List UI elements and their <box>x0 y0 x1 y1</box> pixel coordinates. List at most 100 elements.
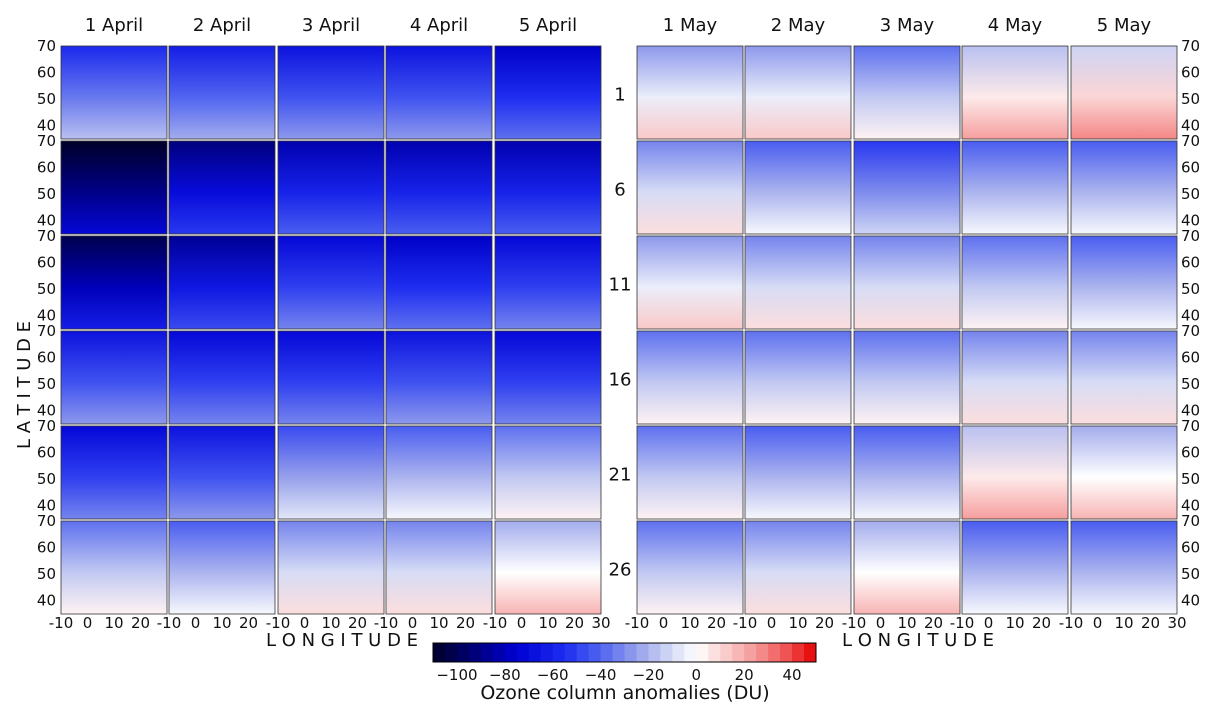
colorbar-segment <box>576 643 590 662</box>
panel-frame <box>853 45 961 140</box>
anomaly-panel <box>385 235 493 330</box>
colorbar-segment <box>756 643 769 662</box>
anomaly-panel <box>168 235 276 330</box>
longitude-tick: 20 <box>1032 614 1051 632</box>
panel-field <box>278 236 384 329</box>
panel-frame <box>636 425 744 520</box>
panel-frame <box>168 330 276 425</box>
panel-field <box>962 141 1068 234</box>
panel-frame <box>744 45 852 140</box>
anomaly-panel <box>60 520 168 615</box>
longitude-tick: 30 <box>1167 614 1186 632</box>
anomaly-panel <box>277 45 385 140</box>
longitude-tick: 10 <box>104 614 123 632</box>
latitude-tick: 70 <box>1181 417 1200 435</box>
panel-field <box>495 521 601 614</box>
latitude-tick: 50 <box>37 375 56 393</box>
panel-frame <box>961 425 1069 520</box>
anomaly-panel <box>1070 425 1178 520</box>
anomaly-panel <box>60 425 168 520</box>
panel-field <box>386 141 492 234</box>
latitude-tick: 70 <box>1181 37 1200 55</box>
panel-frame <box>277 425 385 520</box>
panel-frame <box>494 45 602 140</box>
panel-frame <box>961 235 1069 330</box>
anomaly-panel <box>385 330 493 425</box>
latitude-tick: 70 <box>37 37 56 55</box>
column-title: 4 May <box>988 15 1043 36</box>
anomaly-panel <box>744 425 852 520</box>
day-row-label: 16 <box>609 370 632 391</box>
panel-field <box>61 331 167 424</box>
colorbar-segment <box>588 643 602 662</box>
anomaly-panel <box>636 330 744 425</box>
colorbar-segment <box>564 643 578 662</box>
panel-field <box>169 236 275 329</box>
colorbar-segment <box>696 643 709 662</box>
latitude-tick: 40 <box>37 307 56 325</box>
panel-field <box>278 426 384 519</box>
column-title: 1 April <box>85 15 143 36</box>
colorbar-segment <box>792 643 805 662</box>
panel-frame <box>385 235 493 330</box>
anomaly-panel <box>636 140 744 235</box>
panel-frame <box>277 140 385 235</box>
panel-field <box>1071 46 1177 139</box>
panel-field <box>1071 331 1177 424</box>
anomaly-panel <box>277 330 385 425</box>
panel-field <box>854 236 960 329</box>
colorbar-tick: 0 <box>692 666 702 684</box>
colorbar-segment <box>768 643 781 662</box>
panel-field <box>745 236 851 329</box>
panel-frame <box>636 235 744 330</box>
panel-field <box>495 46 601 139</box>
panel-field <box>61 426 167 519</box>
latitude-tick: 60 <box>1181 159 1200 177</box>
longitude-tick: -10 <box>950 614 975 632</box>
latitude-tick: 50 <box>1181 280 1200 298</box>
latitude-tick: 50 <box>37 470 56 488</box>
latitude-tick: 40 <box>1181 117 1200 135</box>
anomaly-panel <box>277 520 385 615</box>
panel-field <box>962 521 1068 614</box>
column-title: 2 April <box>193 15 251 36</box>
anomaly-panel <box>168 425 276 520</box>
longitude-tick: 10 <box>788 614 807 632</box>
longitude-tick: 10 <box>897 614 916 632</box>
latitude-tick: 40 <box>37 402 56 420</box>
longitude-axis-label-right: L O N G I T U D E <box>842 630 994 651</box>
panel-field <box>61 46 167 139</box>
panel-frame <box>60 235 168 330</box>
panel-field <box>637 46 743 139</box>
column-title: 4 April <box>410 15 468 36</box>
latitude-tick: 40 <box>1181 212 1200 230</box>
panel-frame <box>853 520 961 615</box>
longitude-tick: 0 <box>517 614 527 632</box>
anomaly-panel <box>853 235 961 330</box>
longitude-tick: 10 <box>680 614 699 632</box>
latitude-tick: 70 <box>37 132 56 150</box>
longitude-tick: 20 <box>348 614 367 632</box>
panel-frame <box>385 45 493 140</box>
panel-frame <box>60 520 168 615</box>
anomaly-panel <box>277 425 385 520</box>
panel-frame <box>168 45 276 140</box>
panel-frame <box>744 330 852 425</box>
latitude-tick: 70 <box>1181 512 1200 530</box>
panel-field <box>854 46 960 139</box>
panel-field <box>637 141 743 234</box>
panel-field <box>745 426 851 519</box>
anomaly-panel <box>60 330 168 425</box>
latitude-tick: 60 <box>37 254 56 272</box>
longitude-tick: 0 <box>408 614 418 632</box>
latitude-tick: 60 <box>1181 444 1200 462</box>
colorbar-segment <box>540 643 554 662</box>
panel-frame <box>277 520 385 615</box>
anomaly-panel <box>168 520 276 615</box>
panel-frame <box>60 330 168 425</box>
panel-field <box>637 331 743 424</box>
anomaly-panel <box>494 520 602 615</box>
